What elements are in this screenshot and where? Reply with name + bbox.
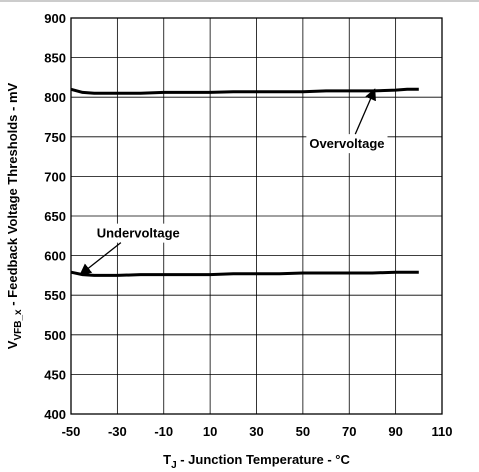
annotation-arrow-overvoltage [354,88,376,135]
x-tick-label: 50 [296,424,310,439]
y-tick-label: 550 [44,288,66,303]
x-tick-label: 70 [342,424,356,439]
y-tick-label: 750 [44,130,66,145]
y-axis-label: VVFB_x - Feedback Voltage Thresholds - m… [5,82,24,349]
annotation-layer: Overvoltage Undervoltage [79,88,388,276]
x-axis-label: TJ - Junction Temperature - °C [163,452,350,471]
y-tick-label: 650 [44,209,66,224]
series-layer [70,87,419,277]
y-tick-label: 700 [44,169,66,184]
annotation-arrow-undervoltage [79,242,122,276]
x-axis-label-subscript: J [171,460,177,471]
y-tick-label: 800 [44,90,66,105]
x-tick-label: -30 [108,424,127,439]
plot-frame [70,17,443,415]
annotation-label-background [93,223,183,243]
annotation-label-background [306,134,388,154]
x-tick-label: -10 [154,424,173,439]
y-tick-label: 600 [44,249,66,264]
y-tick-label: 500 [44,328,66,343]
y-tick-label: 900 [44,11,66,26]
grid [70,17,443,415]
x-axis-label-prefix: T [163,452,171,467]
y-axis-label-subscript: VFB_x [13,309,24,341]
y-tick-label: 450 [44,367,66,382]
y-tick-labels: 400 450 500 550 600 650 700 750 800 850 900 [44,11,66,422]
x-tick-label: -50 [62,424,81,439]
x-tick-label: 90 [388,424,402,439]
series-line-overvoltage [70,87,419,95]
y-tick-label: 400 [44,407,66,422]
y-tick-label: 850 [44,51,66,66]
x-tick-labels: -50 -30 -10 10 30 50 70 90 110 [62,424,453,439]
y-axis-label-suffix: - Feedback Voltage Thresholds - mV [5,82,20,309]
x-tick-label: 110 [432,424,453,439]
x-axis-label-suffix: - Junction Temperature - °C [177,452,351,467]
annotation-label-undervoltage: Undervoltage [97,226,180,241]
annotation-label-overvoltage: Overvoltage [309,136,384,151]
x-tick-label: 30 [249,424,263,439]
series-line-undervoltage [70,270,419,277]
y-axis-label-prefix: V [5,340,20,349]
x-tick-label: 10 [203,424,217,439]
